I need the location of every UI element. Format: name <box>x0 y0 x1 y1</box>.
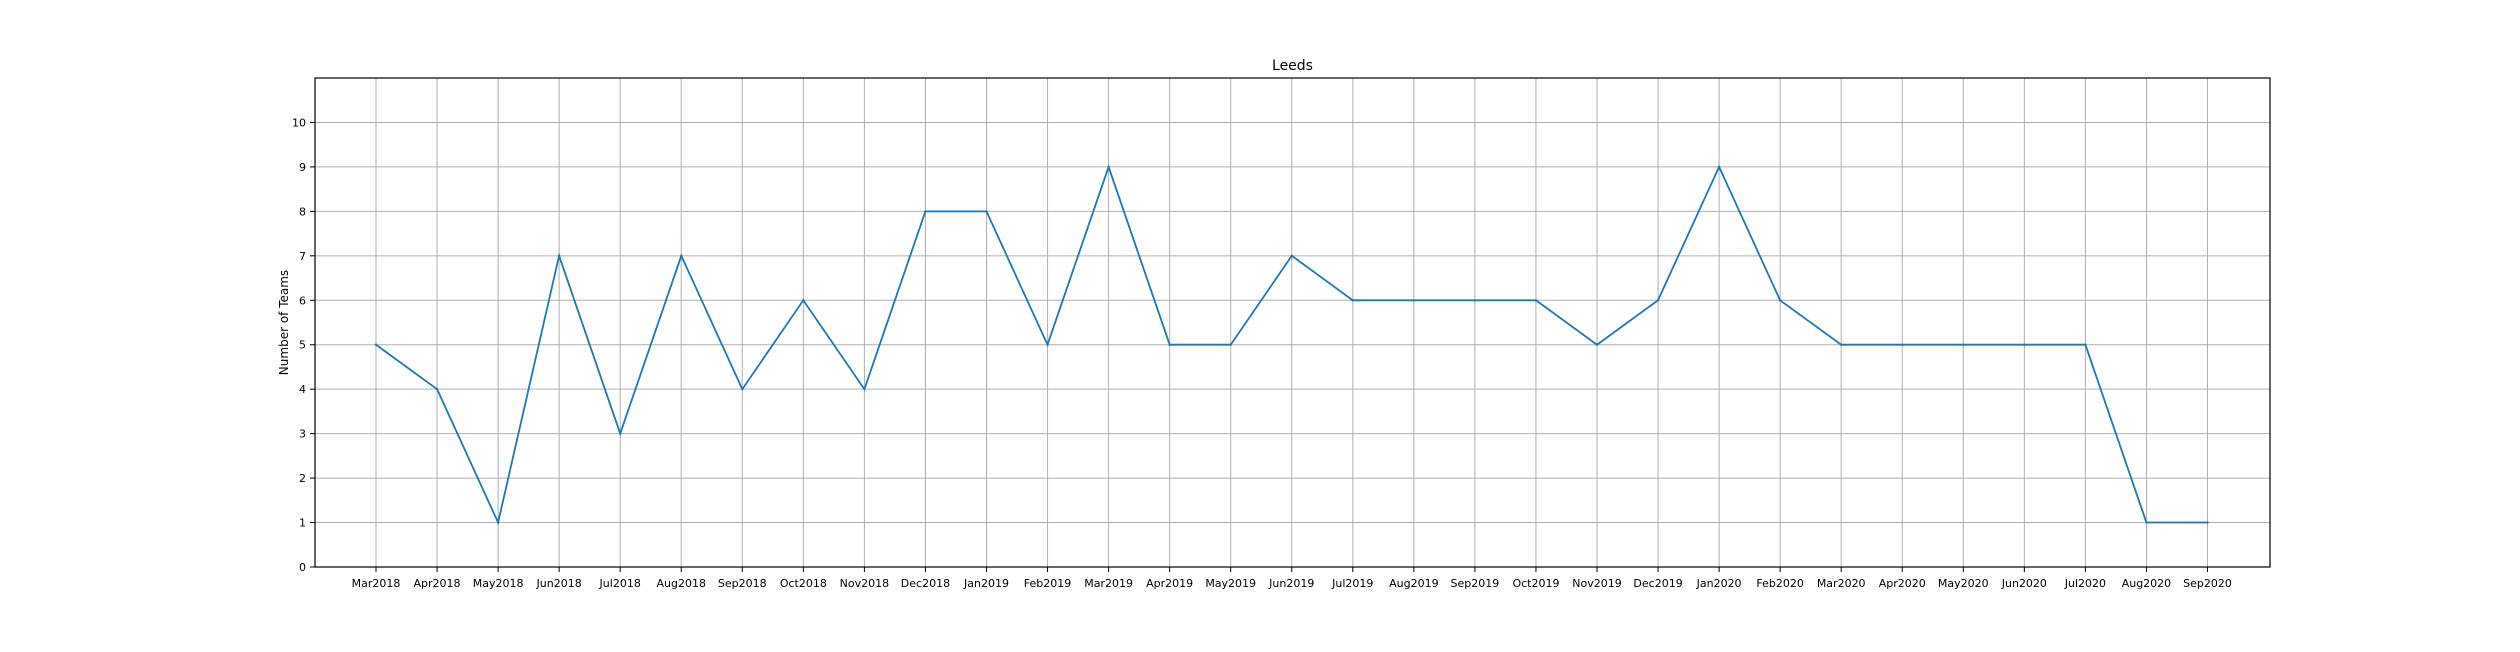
x-tick-label: Dec2019 <box>1633 577 1682 590</box>
x-tick-label: Jul2020 <box>2064 577 2106 590</box>
data-point <box>863 387 866 391</box>
x-tick-label: Feb2020 <box>1756 577 1803 590</box>
data-point <box>1168 343 1171 346</box>
data-point <box>1840 343 1843 346</box>
y-tick-label: 3 <box>299 428 306 441</box>
data-point <box>741 387 744 391</box>
data-point <box>1046 343 1049 346</box>
data-point <box>1351 299 1355 302</box>
x-tick-label: Jun2018 <box>536 577 582 590</box>
data-point <box>496 521 500 524</box>
data-point <box>1107 165 1110 169</box>
data-point <box>619 432 622 435</box>
data-point <box>1290 254 1293 258</box>
data-point <box>557 254 561 258</box>
x-tick-label: Dec2018 <box>901 577 950 590</box>
x-tick-label: Mar2020 <box>1817 577 1866 590</box>
x-tick-label: May2018 <box>473 577 524 590</box>
data-point <box>1229 343 1232 346</box>
x-tick-label: Aug2019 <box>1389 577 1438 590</box>
y-tick-label: 5 <box>299 339 306 352</box>
x-tick-label: Jan2020 <box>1696 577 1742 590</box>
x-tick-label: Apr2020 <box>1879 577 1926 590</box>
x-tick-label: May2019 <box>1205 577 1256 590</box>
y-tick-label: 8 <box>299 205 306 218</box>
x-tick-label: Jan2019 <box>963 577 1009 590</box>
x-tick-label: Nov2018 <box>840 577 889 590</box>
x-tick-label: Nov2019 <box>1572 577 1621 590</box>
data-point <box>1595 343 1599 346</box>
x-tick-label: Jun2020 <box>2001 577 2047 590</box>
x-tick-label: Sep2018 <box>718 577 767 590</box>
y-tick-label: 2 <box>299 472 306 485</box>
data-point <box>1717 165 1721 169</box>
x-tick-label: Jul2019 <box>1331 577 1373 590</box>
x-tick-label: Mar2018 <box>352 577 401 590</box>
y-tick-label: 4 <box>299 383 306 396</box>
data-point <box>2145 521 2148 524</box>
data-point <box>2206 521 2209 524</box>
data-point <box>435 387 439 391</box>
data-point <box>1473 299 1477 302</box>
y-tick-label: 0 <box>299 561 306 574</box>
plot-area-frame <box>314 77 2271 568</box>
x-tick-label: Aug2018 <box>657 577 706 590</box>
series-layer <box>374 164 2209 526</box>
x-tick-label: Apr2019 <box>1146 577 1193 590</box>
data-point <box>1412 299 1416 302</box>
x-tick-label: May2020 <box>1938 577 1989 590</box>
x-tick-label: Jul2018 <box>599 577 641 590</box>
x-tick-label: Oct2019 <box>1512 577 1559 590</box>
y-axis-ticks: 0 1 2 3 4 5 6 7 8 9 10 <box>292 116 315 574</box>
data-point <box>680 254 683 258</box>
data-point <box>2084 343 2087 346</box>
x-tick-label: Apr2018 <box>414 577 461 590</box>
chart-title: Leeds <box>1272 58 1313 74</box>
data-point <box>1656 299 1660 302</box>
x-axis-ticks: Mar2018 Apr2018 May2018 Jun2018 Jul2018 Aug20… <box>352 567 2232 590</box>
y-tick-label: 1 <box>299 517 306 530</box>
data-point <box>924 210 927 213</box>
data-point <box>374 343 378 346</box>
data-point <box>985 210 988 213</box>
x-tick-label: Oct2018 <box>780 577 827 590</box>
data-point <box>1901 343 1904 346</box>
data-point <box>1534 299 1538 302</box>
data-point <box>802 299 805 302</box>
x-tick-label: Sep2020 <box>2183 577 2232 590</box>
x-tick-label: Feb2019 <box>1024 577 1071 590</box>
y-axis-label: Number of Teams <box>277 270 291 375</box>
data-point <box>1778 299 1782 302</box>
y-tick-label: 7 <box>299 250 306 263</box>
x-tick-label: Sep2019 <box>1451 577 1500 590</box>
x-tick-label: Mar2019 <box>1084 577 1133 590</box>
x-tick-label: Jun2019 <box>1268 577 1314 590</box>
y-tick-label: 10 <box>292 116 306 129</box>
grid-lines <box>315 78 2270 568</box>
data-point <box>2023 343 2026 346</box>
x-tick-label: Aug2020 <box>2122 577 2171 590</box>
y-tick-label: 9 <box>299 161 306 174</box>
data-point <box>1962 343 1965 346</box>
y-tick-label: 6 <box>299 294 306 307</box>
